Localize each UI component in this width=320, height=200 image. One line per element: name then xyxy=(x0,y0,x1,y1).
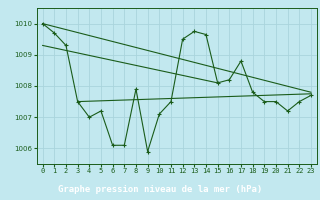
Text: Graphe pression niveau de la mer (hPa): Graphe pression niveau de la mer (hPa) xyxy=(58,185,262,194)
